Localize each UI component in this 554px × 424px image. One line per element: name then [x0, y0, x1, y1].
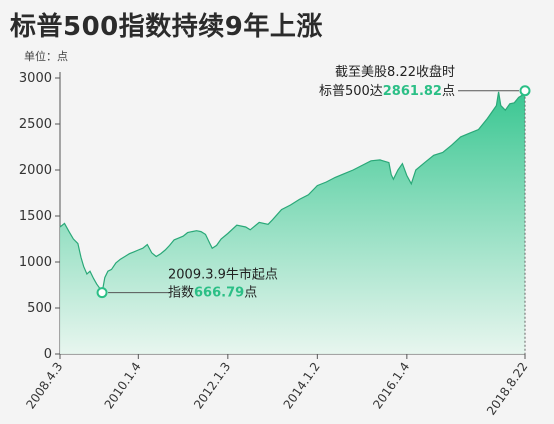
- low-annotation-suffix: 点: [244, 286, 257, 301]
- low-annotation-line1: 2009.3.9牛市起点: [168, 267, 278, 283]
- high-annotation-prefix: 标普500达: [319, 84, 383, 99]
- high-point-marker: [519, 85, 531, 97]
- x-tick-label: 2010.1.4: [102, 360, 144, 412]
- high-annotation-line2: 标普500达2861.82点: [319, 84, 455, 99]
- y-tick-label: 0: [44, 347, 52, 362]
- y-tick-label: 2500: [19, 117, 52, 132]
- y-tick-label: 1000: [19, 255, 52, 270]
- y-tick-label: 2000: [19, 163, 52, 178]
- x-tick-label: 2008.4.3: [23, 360, 65, 412]
- y-tick-label: 500: [27, 301, 52, 316]
- high-annotation-suffix: 点: [442, 84, 455, 99]
- x-axis: 2008.4.3 2010.1.4 2012.1.3 2014.1.2 2016.1.4…: [23, 353, 531, 418]
- low-annotation-value: 666.79: [194, 286, 244, 301]
- y-tick-label: 1500: [19, 209, 52, 224]
- y-axis: 0 500 1000 1500 2000 2500 3000: [19, 71, 61, 362]
- high-annotation-line1: 截至美股8.22收盘时: [335, 64, 455, 80]
- series-area: [60, 90, 525, 354]
- x-tick-label: 2018.8.22: [484, 360, 531, 418]
- x-tick-label: 2014.1.2: [281, 360, 323, 412]
- unit-label: 单位：点: [24, 50, 68, 63]
- high-annotation-value: 2861.82: [383, 84, 442, 99]
- page-title: 标普500指数持续9年上涨: [10, 12, 323, 42]
- annotations: 2009.3.9牛市起点指数666.79点截至美股8.22收盘时标普500达28…: [96, 64, 531, 354]
- series-line: [59, 90, 526, 295]
- low-point-marker: [96, 287, 108, 299]
- x-tick-label: 2012.1.3: [191, 360, 233, 412]
- x-tick-label: 2016.1.4: [370, 360, 412, 412]
- y-tick-label: 3000: [19, 71, 52, 86]
- low-annotation-prefix: 指数: [168, 286, 194, 301]
- low-annotation-line2: 指数666.79点: [168, 286, 257, 301]
